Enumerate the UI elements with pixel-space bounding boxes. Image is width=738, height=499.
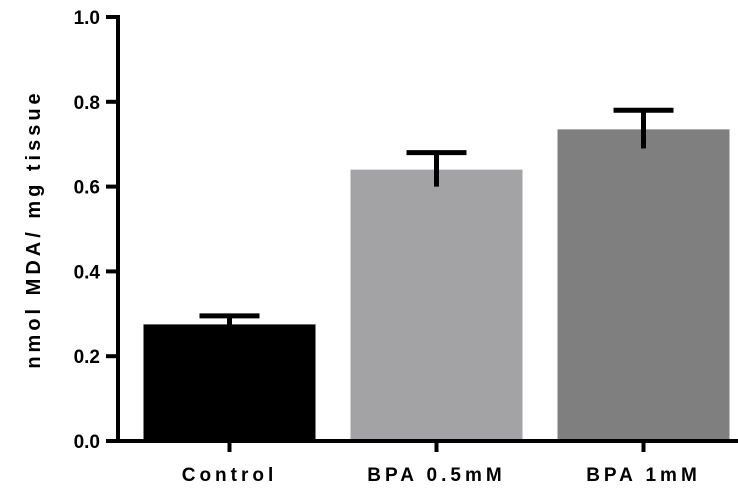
bar-0 [143,324,316,441]
y-tick-label-5: 1.0 [74,8,100,29]
x-tick-label-0: Control [182,465,278,486]
y-axis-title: nmol MDA/ mg tissue [23,89,45,368]
y-tick-label-0: 0.0 [74,432,100,453]
y-tick-label-2: 0.4 [74,262,101,283]
labels-layer: Control BPA 0.5mM BPA 1mM 0.0 0.2 0.4 0.6 0.8 1.… [23,8,701,486]
y-tick-label-3: 0.6 [74,178,100,199]
bars-layer [143,129,730,442]
bar-2 [557,129,730,442]
error-bars-layer [199,107,674,333]
x-tick-label-1: BPA 0.5mM [367,465,505,486]
y-tick-label-1: 0.2 [74,347,100,368]
axes-layer [106,15,738,452]
y-tick-label-4: 0.8 [74,93,100,114]
bar-1 [350,169,523,441]
x-tick-label-2: BPA 1mM [586,465,701,486]
